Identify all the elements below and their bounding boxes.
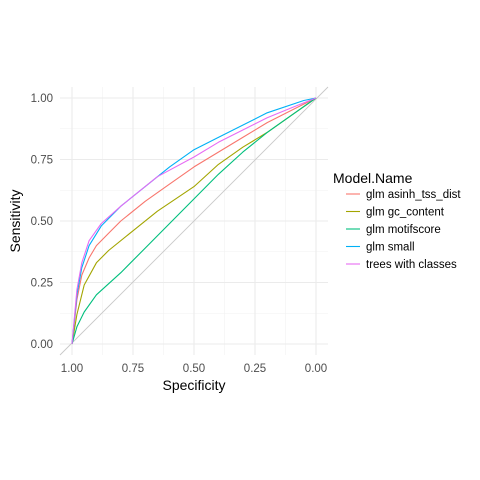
x-tick-label: 0.25: [244, 363, 266, 375]
x-tick-label: 0.75: [122, 363, 144, 375]
y-tick-label: 0.00: [31, 339, 53, 351]
series-line-glm-asinh-tss-dist: [71, 97, 317, 345]
x-tick-label: 1.00: [61, 363, 83, 375]
x-tick-label: 0.00: [305, 363, 327, 375]
legend-label-glm-asinh-tss-dist: glm asinh_tss_dist: [366, 189, 461, 201]
y-tick-label: 0.75: [31, 155, 53, 167]
x-tick-label: 0.50: [183, 363, 205, 375]
y-tick-labels: 0.00 0.25 0.50 0.75 1.00: [31, 93, 53, 351]
legend-label-glm-motifscore: glm motifscore: [366, 224, 441, 236]
y-tick-label: 0.25: [31, 278, 53, 290]
series-lines: [71, 97, 317, 345]
y-tick-label: 1.00: [31, 93, 53, 105]
legend-label-glm-small: glm small: [366, 242, 415, 254]
x-tick-labels: 1.00 0.75 0.50 0.25 0.00: [61, 363, 327, 375]
reference-diagonal: [59, 86, 329, 356]
legend-label-trees-with-classes: trees with classes: [366, 259, 457, 271]
series-line-trees-with-classes: [71, 97, 317, 345]
legend-label-glm-gc-content: glm gc_content: [366, 207, 445, 219]
legend-title: Model.Name: [333, 170, 413, 186]
x-axis-title: Specificity: [162, 377, 225, 393]
y-tick-label: 0.50: [31, 216, 53, 228]
series-line-glm-motifscore: [71, 97, 317, 345]
y-axis-title: Sensitivity: [7, 189, 23, 252]
